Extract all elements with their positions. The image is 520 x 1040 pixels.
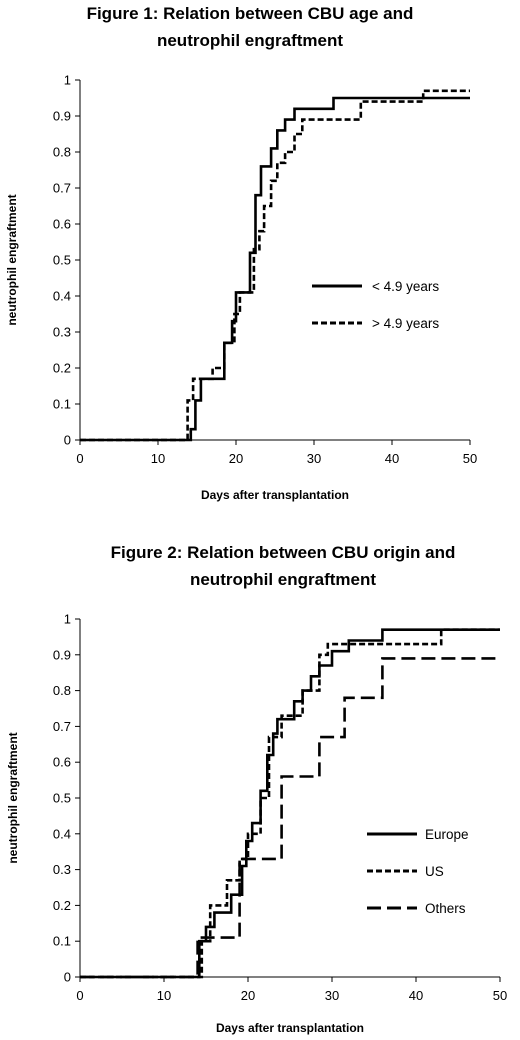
chart-2-series-us [80,628,500,979]
chart-1-y-tick-label: 0.2 [53,361,71,376]
legend-label-us: US [425,864,444,879]
chart-1-y-tick-label: 0.7 [53,181,71,196]
chart-1-x-tick-label: 30 [307,451,321,466]
chart-2-y-tick-label: 0 [64,970,71,985]
chart-2-y-tick-label: 0.7 [53,719,71,734]
chart-2-series [80,628,500,979]
chart-1-y-tick-label: 0.3 [53,325,71,340]
chart-1-y-tick-label: 1 [64,73,71,88]
chart-2-x-ticks: 0 10 20 30 40 50 [76,977,507,1003]
chart-2-series-others [80,657,500,979]
chart-1-y-tick-label: 0.1 [53,397,71,412]
chart-2-x-tick-label: 20 [241,988,255,1003]
chart-1-y-tick-label: 0.4 [53,289,71,304]
chart-1-y-tick-label: 0.6 [53,217,71,232]
chart-1-y-tick-label: 0.8 [53,145,71,160]
chart-1-x-tick-label: 20 [229,451,243,466]
chart-1-y-ticks: 0 0.1 0.2 0.3 0.4 0.5 0.6 0.7 0.8 0.9 1 [53,73,80,448]
chart-2-x-tick-label: 0 [76,988,83,1003]
legend-label-others: Others [425,901,466,916]
chart-1-x-tick-label: 10 [151,451,165,466]
chart-1: Figure 1: Relation between CBU age and n… [5,4,477,502]
chart-2-x-tick-label: 50 [493,988,507,1003]
legend-label-lt-4-9-years: < 4.9 years [372,279,439,294]
chart-1-series-gt-4-9-years [80,89,470,442]
chart-1-xlabel: Days after transplantation [201,488,349,502]
legend-label-europe: Europe [425,827,469,842]
chart-1-x-tick-label: 40 [385,451,399,466]
chart-1-x-tick-label: 50 [463,451,477,466]
chart-2-x-tick-label: 10 [157,988,171,1003]
chart-2-x-tick-label: 40 [409,988,423,1003]
chart-1-y-tick-label: 0 [64,433,71,448]
chart-1-y-tick-label: 0.5 [53,253,71,268]
chart-2-y-tick-label: 0.4 [53,826,71,841]
chart-2-y-tick-label: 0.3 [53,862,71,877]
chart-2-y-ticks: 0 0.1 0.2 0.3 0.4 0.5 0.6 0.7 0.8 0.9 1 [53,612,80,985]
chart-2-y-tick-label: 0.1 [53,934,71,949]
chart-1-ylabel: neutrophil engraftment [5,194,19,325]
chart-2-title-line-2: neutrophil engraftment [190,570,376,589]
chart-2-y-tick-label: 1 [64,612,71,627]
chart-2: Figure 2: Relation between CBU origin an… [6,543,507,1035]
chart-1-y-tick-label: 0.9 [53,109,71,124]
chart-2-y-tick-label: 0.2 [53,898,71,913]
chart-1-series-lt-4-9-years [80,96,470,442]
chart-2-series-europe [80,628,500,979]
chart-2-y-tick-label: 0.5 [53,791,71,806]
chart-1-title-line-2: neutrophil engraftment [157,31,343,50]
chart-1-x-ticks: 0 10 20 30 40 50 [76,440,477,466]
chart-2-ylabel: neutrophil engraftment [6,732,20,863]
chart-1-title-line-1: Figure 1: Relation between CBU age and [87,4,414,23]
chart-2-xlabel: Days after transplantation [216,1021,364,1035]
chart-2-legend: Europe US Others [367,827,469,916]
chart-1-x-tick-label: 0 [76,451,83,466]
chart-2-y-tick-label: 0.8 [53,683,71,698]
chart-1-series [80,89,470,442]
legend-label-gt-4-9-years: > 4.9 years [372,316,439,331]
chart-1-legend: < 4.9 years > 4.9 years [312,279,439,331]
chart-2-y-tick-label: 0.9 [53,647,71,662]
chart-2-x-tick-label: 30 [325,988,339,1003]
chart-2-title-line-1: Figure 2: Relation between CBU origin an… [111,543,456,562]
chart-2-y-tick-label: 0.6 [53,755,71,770]
